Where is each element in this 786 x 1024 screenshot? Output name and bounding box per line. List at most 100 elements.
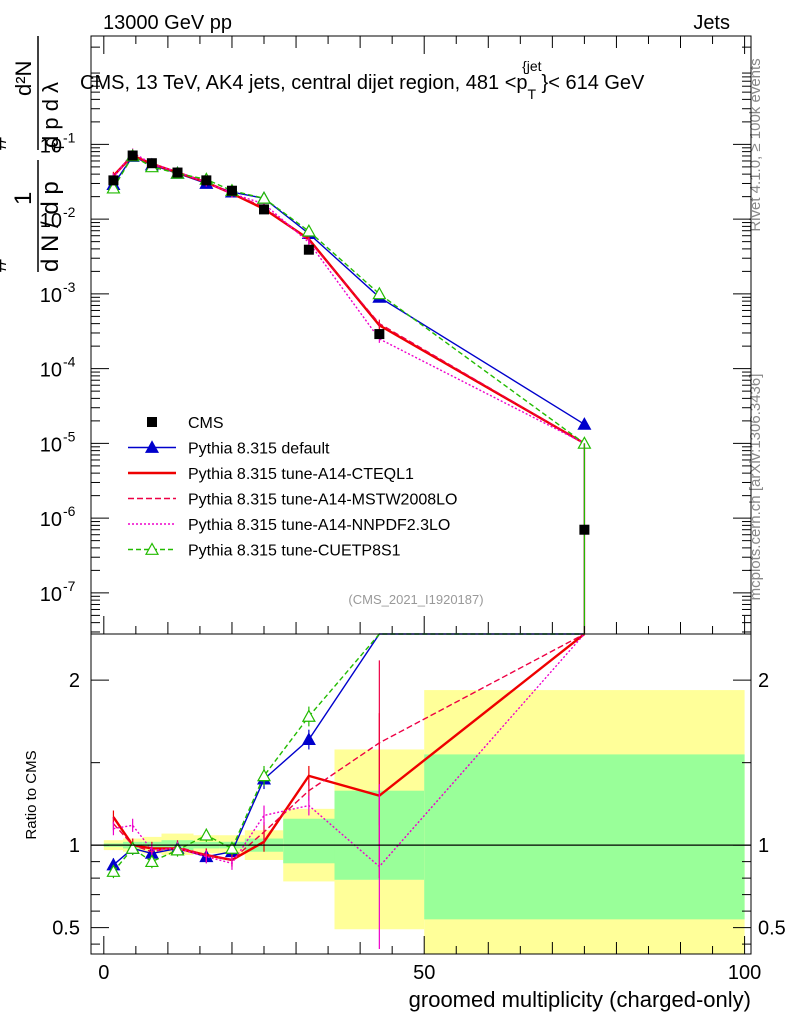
y-tick-label: 10 xyxy=(40,434,62,456)
ratio-series-marker xyxy=(256,768,272,782)
cms-data-point xyxy=(259,204,270,215)
x-tick-label: 0 xyxy=(98,962,109,984)
chart-title-main: CMS, 13 TeV, AK4 jets, central dijet reg… xyxy=(80,72,528,94)
y-tick-exponent: -2 xyxy=(63,204,76,220)
x-axis-title: groomed multiplicity (charged-only) xyxy=(409,987,751,1012)
ratio-series-marker xyxy=(199,828,214,841)
main-series-marker xyxy=(301,223,316,237)
y-axis-hash-1: # xyxy=(0,258,12,272)
main-panel: 10-710-610-510-410-310-210-1 xyxy=(40,35,752,635)
legend-item: Pythia 8.315 tune-A14-CTEQL1 xyxy=(128,466,414,483)
y-axis-hash-2: # xyxy=(0,136,12,150)
y-tick-exponent: -4 xyxy=(63,354,76,370)
chart-title-sub: T xyxy=(528,86,537,102)
x-tick-label: 50 xyxy=(413,962,435,984)
ratio-series-line xyxy=(112,633,585,866)
main-axes: 10-710-610-510-410-310-210-1 xyxy=(40,36,751,634)
cms-data-point xyxy=(127,150,138,161)
legend-label: Pythia 8.315 tune-A14-MSTW2008LO xyxy=(188,492,457,509)
ratio-axes: 0.5 0.5 1 1 2 2 0 50 100 xyxy=(52,670,786,984)
y-axis-dN: d N / d p xyxy=(37,181,64,272)
legend-cms-marker xyxy=(147,417,157,427)
legend-item-cms: CMS xyxy=(147,415,224,432)
chart-title: CMS, 13 TeV, AK4 jets, central dijet reg… xyxy=(80,58,645,102)
legend-label: Pythia 8.315 tune-A14-CTEQL1 xyxy=(188,466,414,483)
y-axis-den: d p d λ xyxy=(38,82,63,148)
rivet-text: Rivet 4.1.0, ≥ 100k events xyxy=(747,58,764,231)
cms-data-point xyxy=(146,158,157,169)
legend-label: Pythia 8.315 default xyxy=(188,441,330,458)
main-series-line xyxy=(112,155,585,444)
y-axis-title: # 1 d N / d p T # d²N d p d λ xyxy=(0,36,68,272)
cms-data-point xyxy=(226,185,237,196)
ratio-band-inner xyxy=(283,818,335,864)
y-tick-base: 10 xyxy=(40,285,62,307)
ratio-tick-label-right: 2 xyxy=(758,670,769,692)
main-series-marker xyxy=(577,417,592,430)
y-tick-exponent: -1 xyxy=(63,129,76,145)
y-tick-base: 10 xyxy=(40,509,62,531)
ratio-series-marker xyxy=(144,854,159,868)
y-tick-label: 10 xyxy=(40,285,62,307)
legend-item: Pythia 8.315 tune-A14-NNPDF2.3LO xyxy=(128,517,450,534)
ratio-tick-label-left: 2 xyxy=(69,670,80,692)
legend-cms-label: CMS xyxy=(188,415,224,432)
y-tick-base: 10 xyxy=(40,210,62,232)
main-series-marker xyxy=(256,191,272,204)
y-tick-exponent: -3 xyxy=(63,279,76,295)
main-series-line xyxy=(112,151,585,445)
main-series-marker xyxy=(106,180,121,194)
legend-label: Pythia 8.315 tune-A14-NNPDF2.3LO xyxy=(188,517,450,534)
ratio-series-line xyxy=(112,633,585,861)
ratio-tick-label-right: 0.5 xyxy=(758,918,786,940)
y-tick-label: 10 xyxy=(40,135,62,157)
cms-data-point xyxy=(172,167,183,178)
rivet-label: Rivet 4.1.0, ≥ 100k events xyxy=(747,58,764,231)
y-tick-exponent: -6 xyxy=(63,503,76,519)
cms-data-point xyxy=(303,244,314,255)
y-axis-one: 1 xyxy=(10,192,37,205)
y-tick-label: 10 xyxy=(40,509,62,531)
ratio-series-line xyxy=(112,633,585,872)
cms-data-point xyxy=(108,175,119,186)
y-tick-base: 10 xyxy=(40,360,62,382)
x-tick-label: 100 xyxy=(728,962,761,984)
cms-data-point xyxy=(201,175,212,186)
y-tick-label: 10 xyxy=(40,584,62,606)
main-series-marker xyxy=(372,286,387,300)
ratio-series-marker xyxy=(224,841,239,854)
ratio-series-layer xyxy=(106,633,586,950)
legend: CMS Pythia 8.315 default Pythia 8.315 tune… xyxy=(128,415,457,560)
y-axis-pT-sub: T xyxy=(51,143,68,152)
main-series-layer xyxy=(106,148,592,634)
y-tick-exponent: -7 xyxy=(63,578,76,594)
legend-item: Pythia 8.315 tune-CUETP8S1 xyxy=(128,542,401,560)
legend-marker xyxy=(144,440,160,453)
header-right: Jets xyxy=(693,12,730,34)
legend-marker xyxy=(144,542,160,555)
cms-data-point xyxy=(579,524,590,535)
y-tick-label: 10 xyxy=(40,210,62,232)
ratio-tick-label-left: 1 xyxy=(69,835,80,857)
ratio-y-title: Ratio to CMS xyxy=(23,750,40,839)
ratio-frame xyxy=(90,633,752,955)
legend-label: Pythia 8.315 tune-CUETP8S1 xyxy=(188,543,401,560)
ratio-series-marker xyxy=(170,842,185,856)
chart-title-tail: }< 614 GeV xyxy=(542,72,646,94)
y-tick-label: 10 xyxy=(40,360,62,382)
ratio-band-inner xyxy=(424,754,745,920)
y-tick-base: 10 xyxy=(40,135,62,157)
cms-data-point xyxy=(374,329,385,340)
legend-item: Pythia 8.315 tune-A14-MSTW2008LO xyxy=(128,492,457,509)
y-tick-base: 10 xyxy=(40,434,62,456)
chart-title-sup: {jet xyxy=(522,58,542,74)
ratio-series-marker xyxy=(301,709,316,722)
legend-item: Pythia 8.315 default xyxy=(128,440,330,458)
ratio-tick-label-right: 1 xyxy=(758,835,769,857)
ratio-panel: 0.5 0.5 1 1 2 2 0 50 100 xyxy=(52,633,786,984)
ratio-series-marker xyxy=(125,841,140,854)
ratio-bands-layer xyxy=(103,690,745,954)
ratio-series-marker xyxy=(106,864,121,877)
y-tick-exponent: -5 xyxy=(63,428,76,444)
